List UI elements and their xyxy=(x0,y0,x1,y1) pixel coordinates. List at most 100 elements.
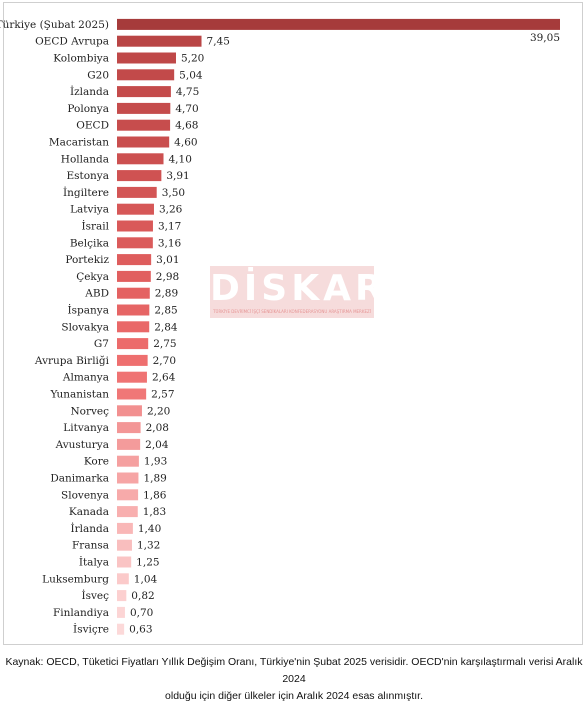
data-label: 1,32 xyxy=(137,540,160,552)
data-label: 3,17 xyxy=(158,221,181,233)
category-label: Norveç xyxy=(70,405,109,417)
data-label: 3,16 xyxy=(158,237,182,249)
category-label: Avrupa Birliği xyxy=(34,354,110,367)
data-label: 7,45 xyxy=(207,36,230,48)
data-label: 4,10 xyxy=(169,153,192,165)
bar xyxy=(117,506,138,518)
data-label: 2,57 xyxy=(151,389,174,401)
data-label: 39,05 xyxy=(530,32,560,44)
category-label: İngiltere xyxy=(63,185,109,199)
category-label: Avusturya xyxy=(55,439,109,451)
diskar-watermark: DİSKAR TÜRKİYE DEVRİMCİ İŞÇİ SENDİKALARI… xyxy=(210,266,387,318)
data-label: 0,70 xyxy=(130,607,153,619)
category-label: Fransa xyxy=(72,540,109,552)
bar xyxy=(117,539,132,551)
data-label: 1,40 xyxy=(138,523,161,535)
bar xyxy=(117,606,125,618)
bar xyxy=(117,455,139,467)
category-label: Kore xyxy=(84,456,109,468)
data-label: 0,82 xyxy=(131,590,154,602)
bar xyxy=(117,86,171,98)
inflation-bar-chart: Türkiye (Şubat 2025) 39,05 OECD Avrupa 7,45… xyxy=(0,18,560,636)
category-label: İtalya xyxy=(79,555,109,569)
category-label: Yunanistan xyxy=(49,389,109,401)
bar xyxy=(117,438,141,450)
data-label: 2,89 xyxy=(155,288,178,300)
data-label: 2,70 xyxy=(153,355,176,367)
category-label: Litvanya xyxy=(63,422,109,434)
data-label: 1,83 xyxy=(143,506,166,518)
data-label: 2,64 xyxy=(152,372,176,384)
category-label: Estonya xyxy=(66,170,109,182)
data-label: 1,04 xyxy=(134,573,158,585)
bar xyxy=(117,203,154,215)
bar xyxy=(117,254,152,266)
bar xyxy=(117,573,129,585)
watermark-logo-text: DİSKAR xyxy=(210,268,387,309)
bar xyxy=(117,102,171,114)
data-label: 2,85 xyxy=(154,305,177,317)
bar xyxy=(117,304,150,316)
data-label: 3,91 xyxy=(166,170,189,182)
bar xyxy=(117,422,141,434)
source-note: Kaynak: OECD, Tüketici Fiyatları Yıllık … xyxy=(0,654,588,705)
data-label: 2,20 xyxy=(147,405,170,417)
bar xyxy=(117,321,150,333)
category-label: Kolombiya xyxy=(53,53,109,65)
category-label: Polonya xyxy=(67,103,109,115)
bar xyxy=(117,489,139,501)
category-label: Portekiz xyxy=(65,254,109,266)
data-label: 2,75 xyxy=(153,338,176,350)
category-label: İzlanda xyxy=(70,84,109,98)
category-label: İsviçre xyxy=(73,622,109,636)
data-label: 1,25 xyxy=(136,557,159,569)
data-label: 2,98 xyxy=(156,271,179,283)
bar xyxy=(117,35,202,47)
category-label: İsveç xyxy=(81,588,109,602)
data-label: 3,26 xyxy=(159,204,183,216)
data-label: 1,86 xyxy=(143,489,167,501)
category-label: Kanada xyxy=(69,506,109,518)
category-label: Çekya xyxy=(76,271,109,283)
category-label: İsrail xyxy=(81,219,109,233)
category-label: G7 xyxy=(94,338,109,350)
data-label: 5,04 xyxy=(179,69,203,81)
data-label: 0,63 xyxy=(129,624,152,636)
category-label: Slovenya xyxy=(61,489,109,501)
category-label: Finlandiya xyxy=(53,607,109,619)
category-label: Luksemburg xyxy=(42,573,109,585)
category-label: Macaristan xyxy=(49,137,109,149)
bar xyxy=(117,52,176,64)
category-label: Hollanda xyxy=(61,153,109,165)
category-label: Almanya xyxy=(62,372,109,384)
data-label: 1,93 xyxy=(144,456,167,468)
bar xyxy=(117,237,153,249)
data-label: 3,50 xyxy=(162,187,185,199)
bar xyxy=(117,354,148,366)
chart-frame xyxy=(3,2,583,645)
category-label: Danimarka xyxy=(50,473,109,485)
bar xyxy=(117,623,125,635)
category-label: İrlanda xyxy=(70,521,109,535)
source-line-2: olduğu için diğer ülkeler için Aralık 20… xyxy=(165,690,423,702)
data-label: 3,01 xyxy=(156,254,179,266)
source-line-1: Kaynak: OECD, Tüketici Fiyatları Yıllık … xyxy=(5,656,583,685)
bar xyxy=(117,338,149,350)
bar xyxy=(117,136,170,148)
data-label: 4,70 xyxy=(175,103,198,115)
data-label: 5,20 xyxy=(181,53,204,65)
data-label: 4,68 xyxy=(175,120,198,132)
category-label: ABD xyxy=(84,288,109,300)
bar xyxy=(117,186,157,198)
bar xyxy=(117,153,164,165)
data-label: 2,84 xyxy=(154,321,178,333)
bar xyxy=(117,270,151,282)
category-label: Latviya xyxy=(70,204,109,216)
watermark-subtitle: TÜRKİYE DEVRİMCİ İŞÇİ SENDİKALARI KONFED… xyxy=(213,309,371,314)
category-label: Belçika xyxy=(70,237,109,249)
category-label: Slovakya xyxy=(61,321,109,333)
category-label: İspanya xyxy=(68,303,109,317)
bar xyxy=(117,405,142,417)
bar xyxy=(117,472,139,484)
data-label: 1,89 xyxy=(143,473,166,485)
